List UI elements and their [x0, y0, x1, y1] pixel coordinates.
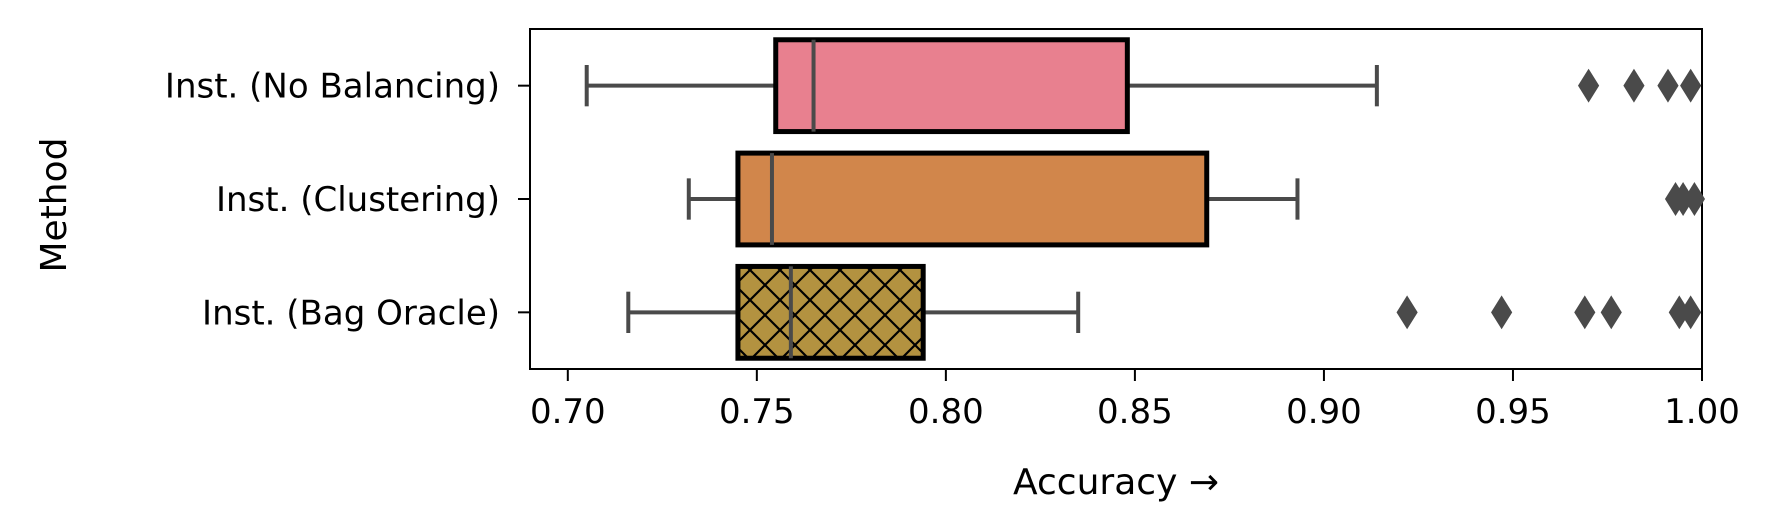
x-tick-label: 0.80: [908, 392, 984, 432]
box-group: [584, 37, 1702, 135]
outlier-point: [1683, 182, 1706, 216]
box-group: [626, 263, 1702, 361]
outlier-point: [1600, 295, 1622, 330]
x-tick-label: 0.95: [1475, 392, 1551, 432]
box-fill: [775, 39, 1128, 132]
outlier-point: [1577, 68, 1600, 103]
y-ticks-layer: Inst. (No Balancing) Inst. (Clustering) In…: [165, 67, 530, 333]
box-hatch: [737, 266, 924, 359]
outlier-point: [1491, 295, 1513, 330]
outlier-point: [1657, 68, 1679, 103]
outlier-point: [1396, 295, 1418, 330]
box-group: [686, 150, 1706, 248]
outlier-point: [1574, 295, 1596, 330]
x-tick-label: 0.70: [530, 392, 606, 432]
x-tick-label: 0.90: [1286, 392, 1362, 432]
box-outline: [735, 263, 926, 361]
box-fill: [737, 153, 1207, 245]
x-ticks-layer: 0.70 0.75 0.80 0.85 0.90 0.95 1.00: [530, 369, 1740, 432]
x-tick-label: 0.75: [719, 392, 795, 432]
x-tick-label: 1.00: [1664, 392, 1740, 432]
outlier-point: [1623, 68, 1645, 103]
boxes-layer: [584, 37, 1706, 361]
y-tick-label: Inst. (No Balancing): [165, 67, 500, 107]
outlier-point: [1680, 295, 1702, 330]
x-axis-label: Accuracy →: [1013, 462, 1219, 503]
outlier-point: [1680, 68, 1702, 103]
box-outline: [773, 37, 1130, 135]
y-tick-label: Inst. (Bag Oracle): [202, 293, 500, 333]
y-axis-label: Method: [34, 137, 75, 272]
y-tick-label: Inst. (Clustering): [216, 180, 500, 220]
x-tick-label: 0.85: [1097, 392, 1173, 432]
box-outline: [735, 150, 1210, 248]
